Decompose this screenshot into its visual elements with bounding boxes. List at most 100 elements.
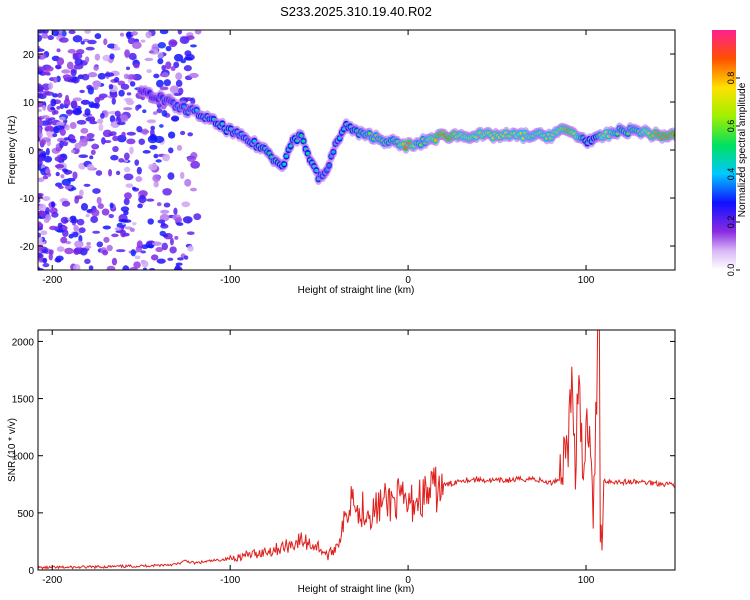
- noise-speck: [39, 139, 47, 146]
- noise-speck: [69, 76, 78, 83]
- noise-speck: [141, 260, 149, 268]
- noise-speck: [141, 244, 149, 250]
- noise-speck: [176, 222, 184, 226]
- noise-speck: [121, 131, 126, 138]
- noise-speck: [169, 40, 178, 46]
- noise-speck: [154, 175, 160, 179]
- noise-speck: [174, 217, 183, 223]
- noise-speck: [89, 155, 94, 160]
- snr-y-tick-label: 2000: [12, 337, 35, 348]
- noise-speck: [73, 225, 79, 232]
- noise-speck: [71, 100, 78, 108]
- noise-speck: [41, 33, 49, 39]
- noise-speck: [60, 174, 65, 179]
- noise-speck: [79, 89, 85, 94]
- noise-speck: [82, 100, 87, 106]
- noise-speck: [81, 73, 90, 81]
- noise-speck: [85, 213, 90, 218]
- noise-speck: [129, 146, 134, 155]
- noise-speck: [159, 86, 169, 91]
- noise-speck: [136, 126, 143, 133]
- noise-speck: [57, 92, 63, 98]
- noise-speck: [38, 119, 44, 128]
- noise-speck: [72, 35, 83, 43]
- noise-speck: [186, 156, 196, 162]
- noise-speck: [72, 97, 82, 102]
- noise-speck: [108, 168, 113, 177]
- spectrogram-x-axis-label: Height of straight line (km): [298, 285, 415, 296]
- noise-speck: [134, 255, 141, 260]
- noise-speck: [46, 130, 53, 136]
- spectrogram-y-tick-label: -20: [20, 242, 35, 253]
- noise-speck: [45, 214, 52, 221]
- noise-speck: [126, 131, 136, 136]
- noise-speck: [64, 124, 70, 131]
- noise-speck: [80, 127, 89, 134]
- noise-speck: [118, 114, 129, 123]
- noise-speck: [62, 168, 69, 173]
- colorbar-tick-label: 0.2: [726, 216, 736, 229]
- snr-y-tick-label: 1500: [12, 395, 35, 406]
- noise-speck: [58, 185, 64, 189]
- snr-x-tick-label: -100: [220, 575, 240, 586]
- noise-speck: [115, 249, 126, 253]
- noise-speck: [133, 63, 140, 69]
- noise-speck: [157, 219, 166, 224]
- noise-speck: [126, 31, 132, 40]
- noise-speck: [38, 66, 47, 72]
- noise-speck: [146, 198, 155, 202]
- chart-title: S233.2025.310.19.40.R02: [280, 4, 432, 19]
- noise-speck: [97, 72, 106, 80]
- colorbar: 0.0 0.2 0.4 0.6 0.8 Normalized spectral ampl…: [712, 30, 748, 276]
- colorbar-tick-label: 0.4: [726, 168, 736, 181]
- noise-speck: [102, 225, 112, 230]
- noise-speck: [99, 112, 105, 119]
- noise-speck: [44, 207, 50, 214]
- spectrogram-x-ticks: -200 -100 0 100: [42, 30, 595, 286]
- noise-speck: [97, 118, 104, 124]
- spectrogram-y-tick-label: 10: [23, 98, 35, 109]
- colorbar-tick-label: 0.6: [726, 120, 736, 133]
- noise-speck: [69, 135, 76, 140]
- snr-x-ticks: -200 -100 0 100: [42, 330, 595, 586]
- noise-speck: [38, 221, 42, 227]
- noise-speck: [62, 229, 69, 238]
- noise-speck: [186, 218, 191, 224]
- noise-speck: [61, 225, 68, 231]
- noise-speck: [38, 89, 44, 93]
- noise-speck: [49, 249, 54, 255]
- snr-y-tick-label: 0: [28, 566, 34, 577]
- noise-speck: [76, 119, 87, 125]
- noise-speck: [175, 72, 183, 81]
- noise-speck: [51, 201, 56, 208]
- noise-speck: [92, 188, 101, 194]
- noise-speck: [50, 106, 56, 111]
- noise-speck: [136, 166, 142, 175]
- noise-speck: [40, 168, 47, 172]
- noise-speck: [71, 186, 77, 191]
- ridge-core: [327, 163, 332, 167]
- noise-speck: [153, 153, 159, 159]
- noise-speck: [159, 124, 164, 128]
- noise-speck: [142, 150, 151, 154]
- noise-speck: [60, 236, 68, 244]
- snr-frame: [37, 329, 676, 571]
- noise-speck: [152, 111, 158, 115]
- noise-speck: [144, 57, 154, 62]
- spectrogram-heat-layer: [38, 30, 675, 270]
- noise-speck: [112, 145, 119, 153]
- noise-speck: [74, 196, 80, 204]
- noise-speck: [186, 231, 195, 235]
- noise-speck: [111, 233, 119, 238]
- noise-speck: [70, 149, 76, 154]
- noise-speck: [125, 66, 131, 71]
- noise-speck: [65, 94, 70, 102]
- noise-speck: [38, 203, 47, 211]
- spectrogram-x-tick-label: -200: [42, 275, 62, 286]
- noise-speck: [169, 237, 174, 246]
- noise-speck: [159, 213, 170, 222]
- noise-speck: [159, 30, 169, 35]
- noise-speck: [38, 197, 41, 204]
- noise-speck: [103, 140, 112, 144]
- noise-speck: [88, 265, 94, 270]
